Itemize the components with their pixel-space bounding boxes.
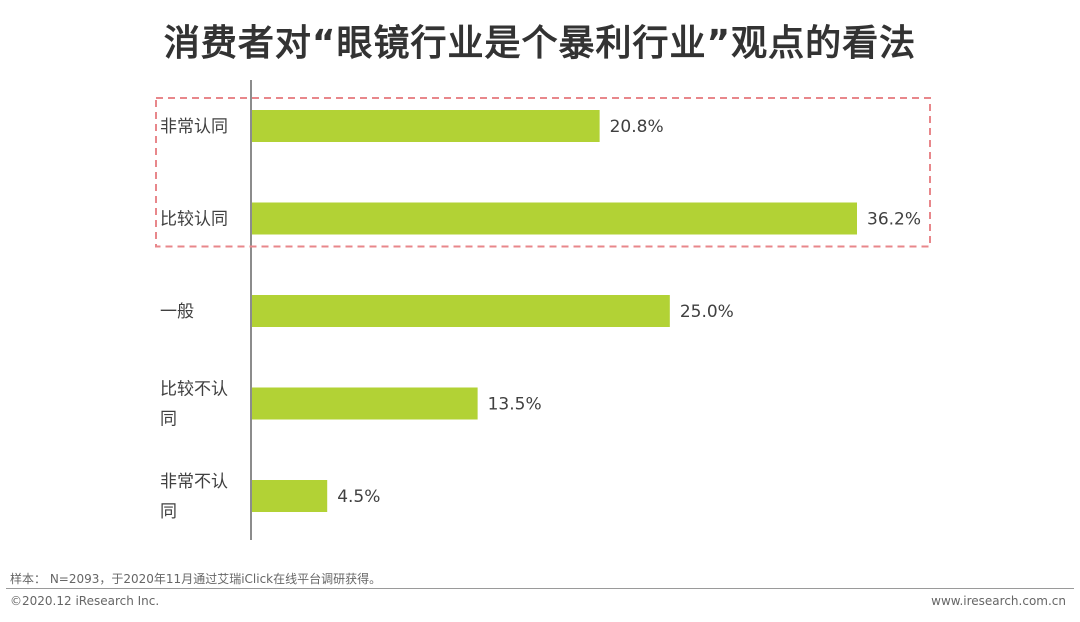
category-label: 比较不认同 [160, 380, 228, 430]
bar [252, 480, 328, 512]
bar [252, 202, 857, 235]
bar-chart: 20.8% 非常认同 36.2% 比较认同 25.0% 一般 13.5% 比较不认同 4.5% 非… [155, 80, 931, 540]
category-label: 一般 [160, 302, 194, 322]
highlight-box [155, 97, 931, 248]
data-label: 13.5% [488, 395, 542, 415]
bar [252, 387, 478, 420]
data-label: 4.5% [337, 487, 380, 507]
category-label: 非常不认同 [160, 472, 228, 522]
data-label: 25.0% [680, 302, 734, 322]
chart-title: 消费者对“眼镜行业是个暴利行业”观点的看法 [163, 23, 917, 64]
category-label: 非常认同 [160, 117, 228, 137]
bar [252, 295, 670, 327]
website-text: www.iresearch.com.cn [931, 594, 1066, 608]
footer-divider [6, 588, 1074, 589]
copyright-text: ©2020.12 iResearch Inc. [10, 594, 160, 608]
data-label: 36.2% [867, 210, 921, 230]
sample-note: 样本： N=2093，于2020年11月通过艾瑞iClick在线平台调研获得。 [10, 572, 382, 586]
category-label: 比较认同 [160, 210, 228, 230]
bar [252, 110, 600, 142]
data-label: 20.8% [610, 117, 664, 137]
